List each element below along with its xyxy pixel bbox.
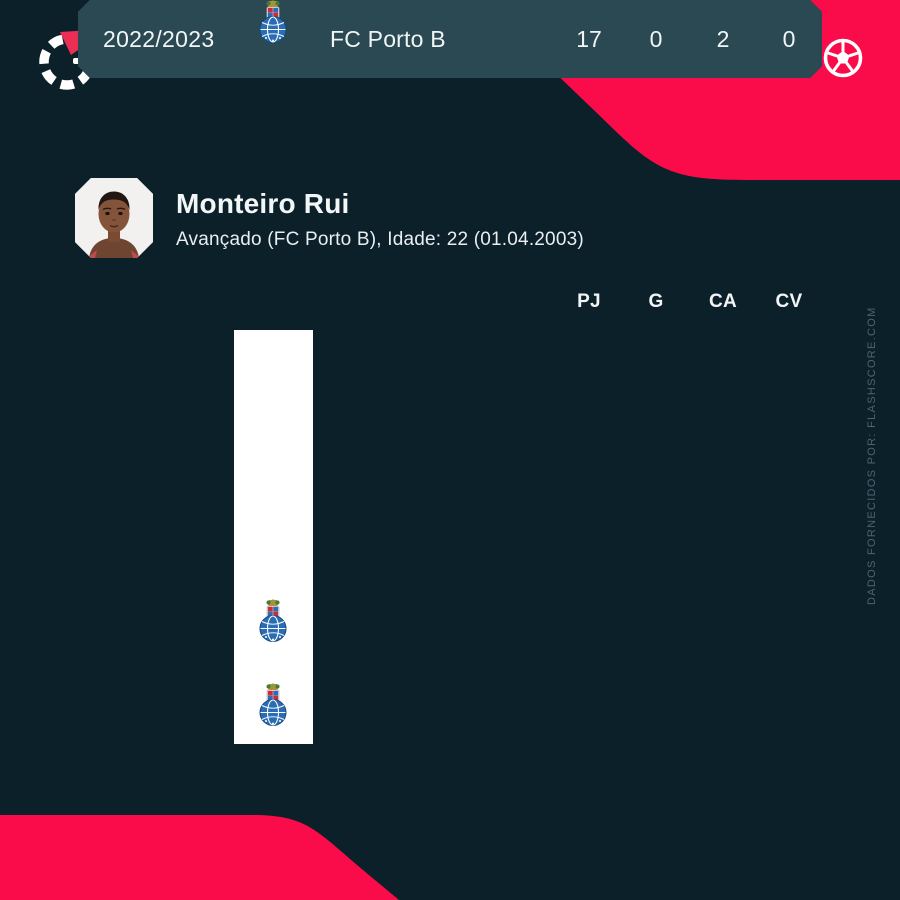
club-logo-strip — [234, 330, 313, 744]
player-details: Avançado (FC Porto B), Idade: 22 (01.04.… — [176, 229, 584, 250]
column-header-cv: CV — [775, 291, 803, 312]
player-avatar — [75, 178, 153, 258]
player-portrait — [75, 178, 153, 258]
stat-cv: 0 — [782, 26, 796, 52]
column-header-pj: PJ — [577, 291, 601, 312]
fc-porto-badge-icon — [259, 599, 287, 642]
season-row: 2022/2023 FC Porto B 17 0 2 0 — [78, 0, 822, 78]
fc-porto-badge-icon — [259, 683, 287, 726]
team-name: FC Porto B — [330, 26, 446, 52]
column-header-ca: CA — [708, 291, 738, 312]
stat-pj: 17 — [576, 26, 602, 52]
column-header-g: G — [648, 291, 664, 312]
football-icon — [823, 38, 863, 78]
data-credit: DADOS FORNECIDOS POR: FLASHSCORE.COM — [866, 306, 878, 605]
fc-porto-badge-icon — [259, 0, 287, 43]
season-label: 2022/2023 — [103, 26, 215, 52]
player-name: Monteiro Rui — [176, 188, 350, 219]
stat-ca: 2 — [716, 26, 730, 52]
stat-g: 0 — [649, 26, 663, 52]
